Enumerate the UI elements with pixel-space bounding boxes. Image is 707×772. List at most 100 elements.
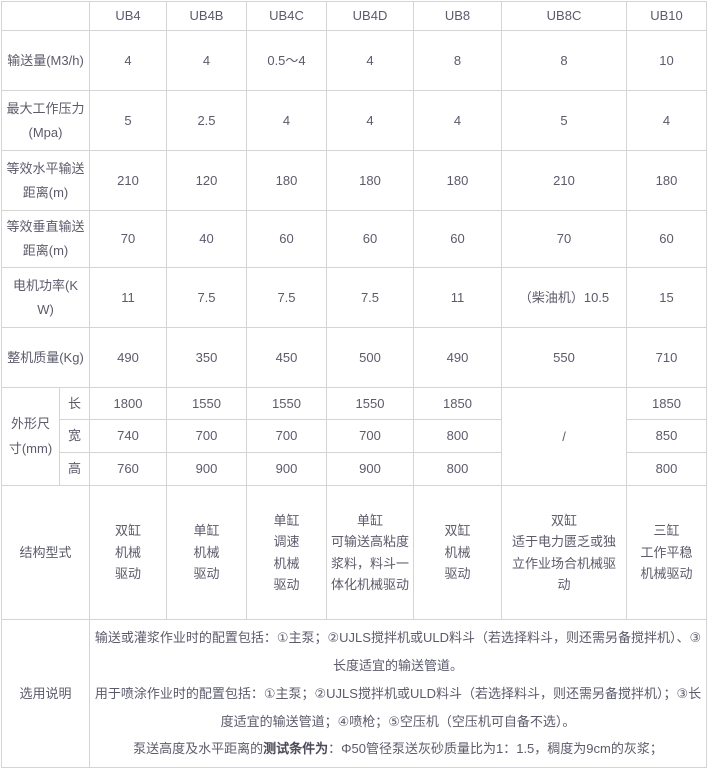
cell-length-ub4c: 1550: [246, 387, 327, 421]
cell-height-ub10: 800: [626, 452, 707, 487]
table-row-flow-rate: 输送量(M3/h) 4 4 0.5～4 4 8 8 10: [1, 30, 707, 92]
cell-total-mass-ub4: 490: [89, 327, 167, 389]
table-row-vertical-distance: 等效垂直输送距离(m) 70 40 60 60 60 70 60: [1, 210, 707, 269]
cell-total-mass-ub4c: 450: [246, 327, 327, 389]
cell-length-ub4: 1800: [89, 387, 167, 421]
cell-structure-ub8c: 双缸 适于电力匮乏或独立作业场合机械驱动: [501, 485, 627, 621]
cell-motor-power-ub10: 15: [626, 267, 707, 329]
cell-motor-power-ub8c: （柴油机）10.5: [501, 267, 627, 329]
table-row-dimension-width: 宽 740 700 700 700 800 850: [2, 419, 707, 454]
cell-structure-ub4d: 单缸 可输送高粘度浆料，料斗一体化机械驱动: [326, 485, 414, 621]
row-label-total-mass: 整机质量(Kg): [1, 327, 90, 389]
cell-structure-ub4c: 单缸 调速 机械 驱动: [246, 485, 327, 621]
cell-flow-rate-ub4: 4: [89, 30, 167, 92]
header-model-ub10: UB10: [626, 0, 707, 32]
row-label-motor-power: 电机功率(KW): [1, 267, 90, 329]
cell-width-ub4d: 700: [326, 419, 414, 454]
cell-height-ub8: 800: [413, 452, 502, 487]
cell-height-ub4b: 900: [166, 452, 247, 487]
note-paragraph-2: 用于喷涂作业时的配置包括：①主泵；②UJLS搅拌机或ULD料斗（若选择料斗，则还…: [94, 685, 702, 729]
cell-horizontal-distance-ub10: 180: [626, 150, 707, 212]
cell-selection-notes: 输送或灌浆作业时的配置包括：①主泵；②UJLS搅拌机或ULD料斗（若选择料斗，则…: [89, 619, 707, 769]
cell-structure-ub4b: 单缸 机械 驱动: [166, 485, 247, 621]
cell-flow-rate-ub4c: 0.5～4: [246, 30, 327, 92]
header-model-ub8: UB8: [413, 0, 502, 32]
cell-max-pressure-ub4c: 4: [246, 90, 327, 152]
note-bold-test-conditions: 测试条件为: [263, 741, 329, 757]
cell-total-mass-ub8: 490: [413, 327, 502, 389]
cell-vertical-distance-ub4d: 60: [326, 210, 414, 269]
table-row-max-pressure: 最大工作压力(Mpa) 5 2.5 4 4 4 5 4: [1, 90, 707, 152]
cell-max-pressure-ub4: 5: [89, 90, 167, 152]
table-row-motor-power: 电机功率(KW) 11 7.5 7.5 7.5 11 （柴油机）10.5 15: [1, 267, 707, 329]
cell-flow-rate-ub4b: 4: [166, 30, 247, 92]
table-row-structure-type: 结构型式 双缸 机械 驱动 单缸 机械 驱动 单缸 调速 机械 驱动 单缸 可输送高粘度浆料，料…: [1, 485, 707, 621]
cell-total-mass-ub8c: 550: [501, 327, 627, 389]
note-suffix: ：Φ50管径泵送灰砂质量比为1：1.5，稠度为9cm的灰浆；: [328, 741, 663, 757]
row-label-flow-rate: 输送量(M3/h): [1, 30, 90, 92]
cell-vertical-distance-ub4c: 60: [246, 210, 327, 269]
cell-flow-rate-ub10: 10: [626, 30, 707, 92]
cell-width-ub8: 800: [413, 419, 502, 454]
cell-structure-ub4: 双缸 机械 驱动: [89, 485, 167, 621]
cell-horizontal-distance-ub4: 210: [89, 150, 167, 212]
cell-total-mass-ub10: 710: [626, 327, 707, 389]
cell-vertical-distance-ub8c: 70: [501, 210, 627, 269]
cell-width-ub4c: 700: [246, 419, 327, 454]
header-model-ub8c: UB8C: [501, 0, 627, 32]
cell-horizontal-distance-ub4c: 180: [246, 150, 327, 212]
table-row-dimension-length: 外形尺寸(mm) 长 1800 1550 1550 1550 1850 / 18…: [1, 387, 707, 487]
cell-length-ub4d: 1550: [326, 387, 414, 421]
cell-vertical-distance-ub8: 60: [413, 210, 502, 269]
cell-max-pressure-ub4b: 2.5: [166, 90, 247, 152]
cell-max-pressure-ub8c: 5: [501, 90, 627, 152]
cell-width-ub10: 850: [626, 419, 707, 454]
header-corner-cell: [1, 0, 90, 32]
table-row-dimension-height: 高 760 900 900 900 800 800: [2, 452, 707, 487]
cell-length-ub8: 1850: [413, 387, 502, 421]
cell-structure-ub8: 双缸 机械 驱动: [413, 485, 502, 621]
header-model-ub4d: UB4D: [326, 0, 414, 32]
note-paragraph-1: 输送或灌浆作业时的配置包括：①主泵；②UJLS搅拌机或ULD料斗（若选择料斗，则…: [94, 629, 702, 673]
cell-motor-power-ub4: 11: [89, 267, 167, 329]
cell-horizontal-distance-ub8c: 210: [501, 150, 627, 212]
cell-flow-rate-ub8: 8: [413, 30, 502, 92]
cell-max-pressure-ub10: 4: [626, 90, 707, 152]
cell-total-mass-ub4b: 350: [166, 327, 247, 389]
cell-length-ub4b: 1550: [166, 387, 247, 421]
header-model-ub4c: UB4C: [246, 0, 327, 32]
table-row-selection-notes: 选用说明 输送或灌浆作业时的配置包括：①主泵；②UJLS搅拌机或ULD料斗（若选…: [1, 619, 707, 769]
note-prefix: 泵送高度及水平距离的: [133, 741, 264, 757]
cell-max-pressure-ub8: 4: [413, 90, 502, 152]
header-model-ub4b: UB4B: [166, 0, 247, 32]
cell-vertical-distance-ub10: 60: [626, 210, 707, 269]
cell-horizontal-distance-ub4d: 180: [326, 150, 414, 212]
cell-height-ub4c: 900: [246, 452, 327, 487]
row-label-vertical-distance: 等效垂直输送距离(m): [1, 210, 90, 269]
dimension-sublabel-width: 宽: [59, 419, 90, 454]
table-header-row: UB4 UB4B UB4C UB4D UB8 UB8C UB10: [1, 0, 707, 32]
table-row-horizontal-distance: 等效水平输送距离(m) 210 120 180 180 180 210 180: [1, 150, 707, 212]
cell-motor-power-ub4b: 7.5: [166, 267, 247, 329]
row-label-max-pressure: 最大工作压力(Mpa): [1, 90, 90, 152]
cell-motor-power-ub4d: 7.5: [326, 267, 414, 329]
cell-width-ub4b: 700: [166, 419, 247, 454]
row-label-horizontal-distance: 等效水平输送距离(m): [1, 150, 90, 212]
row-label-selection-notes: 选用说明: [1, 619, 90, 769]
cell-motor-power-ub4c: 7.5: [246, 267, 327, 329]
table-row-total-mass: 整机质量(Kg) 490 350 450 500 490 550 710: [1, 327, 707, 389]
cell-max-pressure-ub4d: 4: [326, 90, 414, 152]
cell-flow-rate-ub8c: 8: [501, 30, 627, 92]
cell-structure-ub10: 三缸 工作平稳 机械驱动: [626, 485, 707, 621]
cell-length-ub10: 1850: [626, 387, 707, 421]
row-label-dimensions: 外形尺寸(mm): [1, 387, 60, 487]
note-paragraph-3: 泵送高度及水平距离的测试条件为：Φ50管径泵送灰砂质量比为1：1.5，稠度为9c…: [94, 735, 702, 763]
dimension-sublabel-length: 长: [59, 387, 90, 421]
cell-flow-rate-ub4d: 4: [326, 30, 414, 92]
cell-width-ub4: 740: [89, 419, 167, 454]
cell-total-mass-ub4d: 500: [326, 327, 414, 389]
cell-vertical-distance-ub4: 70: [89, 210, 167, 269]
cell-vertical-distance-ub4b: 40: [166, 210, 247, 269]
row-label-structure-type: 结构型式: [1, 485, 90, 621]
